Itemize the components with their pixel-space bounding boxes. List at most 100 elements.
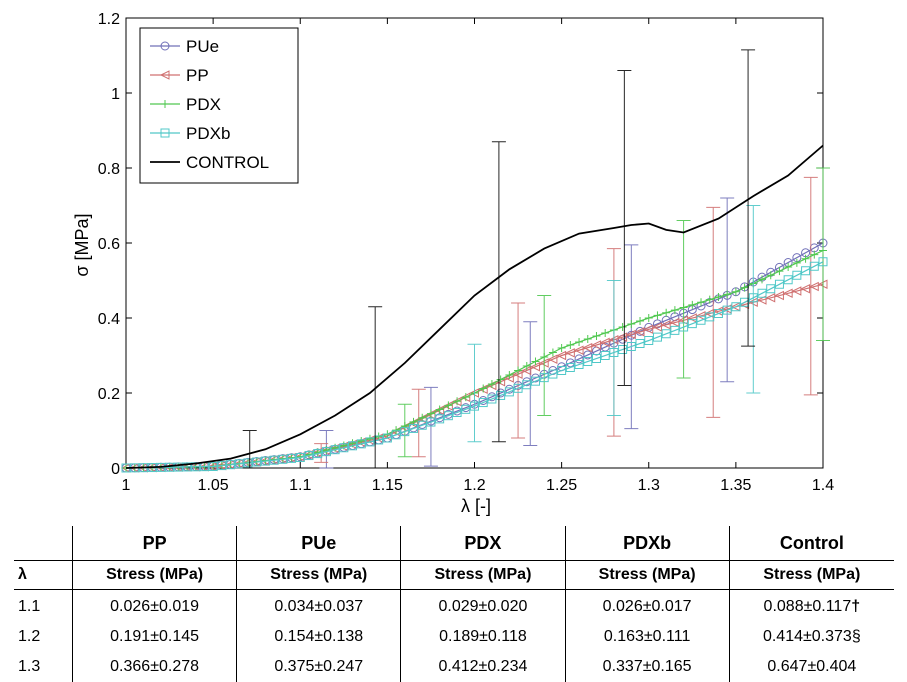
data-point	[644, 336, 654, 345]
data-point	[566, 341, 575, 349]
y-tick-label: 0.4	[98, 311, 120, 328]
significance-mark: †	[851, 598, 861, 615]
data-point	[818, 257, 828, 267]
legend-label: CONTROL	[186, 153, 269, 172]
data-point	[583, 335, 592, 343]
error-bar	[741, 49, 756, 347]
stress-table: PP PUe PDX PDXb Control λ Stress (MPa) S…	[14, 526, 894, 682]
data-point	[582, 342, 593, 353]
data-point	[618, 323, 627, 331]
data-point	[444, 401, 453, 410]
x-tick-label: 1.3	[638, 477, 660, 494]
data-point	[697, 298, 706, 307]
data-point	[652, 332, 662, 342]
control-value: 0.647±0.404	[767, 658, 857, 675]
error-bar	[423, 386, 438, 467]
data-point	[461, 404, 471, 414]
legend-label: PDXb	[186, 124, 230, 143]
data-point	[600, 337, 610, 348]
data-point	[331, 443, 340, 452]
legend-box	[139, 27, 299, 184]
error-bar	[491, 141, 506, 443]
data-point	[766, 284, 776, 294]
data-point	[800, 283, 811, 294]
series-control	[125, 49, 824, 469]
y-tick-label: 0.8	[98, 161, 120, 178]
table-cell: 0.375±0.247	[236, 652, 401, 682]
series-pdxb	[121, 205, 828, 473]
data-point	[801, 254, 810, 263]
data-point	[575, 338, 584, 346]
x-tick-label: 1.05	[198, 477, 229, 494]
data-point	[714, 293, 723, 301]
data-point	[705, 295, 714, 304]
data-point	[252, 457, 262, 467]
data-point	[496, 390, 506, 400]
y-tick-label: 0.2	[98, 386, 120, 403]
data-point	[723, 290, 732, 299]
table-cell: 0.191±0.145	[71, 622, 237, 652]
legend-item: PUe	[150, 37, 219, 56]
data-point	[670, 325, 680, 335]
data-point	[705, 312, 715, 322]
column-subheader: Stress (MPa)	[728, 560, 894, 590]
y-tick-label: 0.6	[98, 236, 120, 253]
data-point	[269, 455, 279, 465]
y-tick-label: 0	[111, 461, 120, 478]
data-point	[479, 384, 488, 393]
data-point	[417, 420, 427, 430]
data-point	[452, 408, 462, 417]
column-header: PUe	[236, 526, 401, 561]
legend-marker	[159, 70, 170, 80]
error-bar	[242, 430, 257, 469]
column-subheader: Stress (MPa)	[564, 560, 730, 590]
data-point	[531, 357, 540, 366]
data-point	[661, 319, 671, 330]
data-point	[391, 430, 401, 440]
data-point	[583, 357, 593, 366]
table-row: 1.3 0.366±0.278 0.375±0.247 0.412±0.234 …	[14, 652, 894, 682]
data-point	[591, 354, 601, 363]
legend-item: PDX	[150, 95, 221, 114]
data-point	[461, 393, 470, 402]
data-point	[600, 351, 610, 360]
data-point	[339, 443, 349, 453]
data-point	[374, 432, 383, 441]
data-point	[644, 314, 653, 322]
data-point	[565, 358, 575, 368]
data-point	[574, 360, 584, 369]
legend-item: PP	[150, 66, 209, 85]
error-bar	[676, 220, 691, 379]
table-cell: 0.034±0.037	[236, 589, 401, 622]
data-point	[278, 454, 288, 464]
legend-label: PP	[186, 66, 209, 85]
error-bar	[397, 403, 412, 458]
control-value: 0.088±0.117	[763, 598, 852, 615]
data-point	[557, 366, 567, 375]
data-point	[661, 329, 671, 339]
legend-label: PUe	[186, 37, 219, 56]
y-axis-label: σ [MPa]	[72, 213, 92, 276]
data-point	[784, 263, 793, 271]
data-point	[522, 362, 531, 370]
data-point	[426, 409, 435, 418]
data-point	[565, 363, 575, 372]
x-tick-label: 1.4	[812, 477, 834, 494]
table-cell: 0.026±0.019	[71, 589, 237, 622]
data-point	[740, 283, 749, 292]
data-point	[679, 322, 689, 332]
data-point	[687, 319, 697, 329]
data-point	[400, 427, 410, 437]
data-point	[591, 340, 601, 350]
data-point	[662, 308, 671, 317]
lambda-cell: 1.2	[18, 628, 41, 645]
data-point	[626, 342, 636, 351]
data-point	[487, 380, 496, 388]
data-point	[356, 439, 366, 449]
data-point	[801, 266, 811, 276]
column-subheader: Stress (MPa)	[400, 560, 566, 590]
stress-strain-chart: 1 1.05 1.1 1.15 1.2 1.25 1.3 1.35 1.4 0 0.2 0.4 0.6 0…	[72, 11, 834, 516]
table-cell: 0.189±0.118	[400, 622, 566, 652]
column-subheader: Stress (MPa)	[236, 560, 401, 590]
table-row: 1.1 0.026±0.019 0.034±0.037 0.029±0.020 …	[14, 589, 894, 622]
